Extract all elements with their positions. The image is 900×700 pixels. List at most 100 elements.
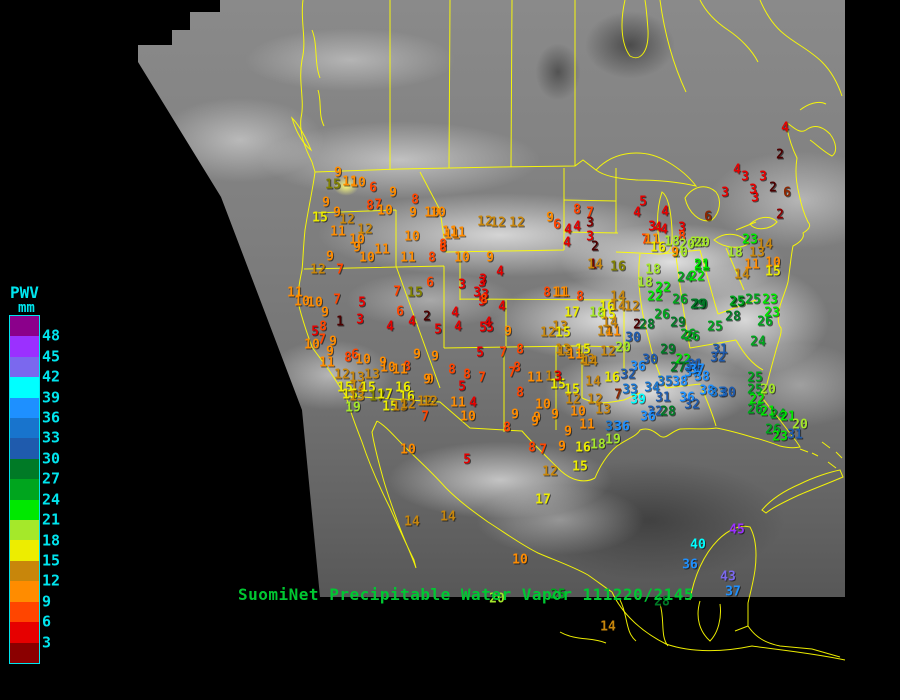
lake-erie xyxy=(713,233,750,248)
station-pwv-value: 4 xyxy=(496,264,504,280)
station-pwv-value: 18 xyxy=(590,437,606,453)
station-pwv-value: 10 xyxy=(430,205,446,221)
station-pwv-value: 34 xyxy=(644,380,660,396)
station-pwv-value: 25 xyxy=(745,292,761,308)
station-pwv-value: 20 xyxy=(615,340,631,356)
legend-title: PWV xyxy=(10,283,39,302)
station-pwv-value: 14 xyxy=(404,514,420,530)
station-pwv-value: 29 xyxy=(692,297,708,313)
station-pwv-value: 9 xyxy=(409,205,417,221)
station-pwv-value: 36 xyxy=(614,419,630,435)
station-pwv-value: 11 xyxy=(644,232,660,248)
legend-swatch xyxy=(10,397,39,419)
station-pwv-value: 19 xyxy=(345,400,361,416)
station-pwv-value: 6 xyxy=(369,180,377,196)
station-pwv-value: 28 xyxy=(654,594,670,610)
station-pwv-value: 32 xyxy=(710,350,726,366)
station-pwv-value: 9 xyxy=(564,424,572,440)
station-pwv-value: 15 xyxy=(342,387,358,403)
station-pwv-value: 20 xyxy=(694,235,710,251)
station-pwv-value: 11 xyxy=(374,242,390,258)
station-pwv-value: 28 xyxy=(725,309,741,325)
station-pwv-value: 19 xyxy=(605,432,621,448)
station-pwv-value: 17 xyxy=(369,389,385,405)
legend-tick-label: 30 xyxy=(42,449,61,468)
pacific-coast xyxy=(297,161,417,569)
caption: SuomiNet Precipitable Water Vapor 111220… xyxy=(238,585,694,604)
station-pwv-value: 15 xyxy=(575,342,591,358)
station-pwv-value: 9 xyxy=(333,205,341,221)
station-pwv-value: 25 xyxy=(747,370,763,386)
legend-swatch xyxy=(10,479,39,500)
station-pwv-value: 9 xyxy=(326,344,334,360)
station-pwv-value: 18 xyxy=(664,234,680,250)
station-pwv-value: 8 xyxy=(503,420,511,436)
station-pwv-value: 9 xyxy=(551,407,559,423)
station-pwv-value: 5 xyxy=(486,320,494,336)
station-pwv-value: 6 xyxy=(783,185,791,201)
station-pwv-value: 3 xyxy=(721,185,729,201)
station-pwv-value: 11 xyxy=(605,324,621,340)
station-pwv-value: 4 xyxy=(386,319,394,335)
station-pwv-value: 4 xyxy=(408,314,416,330)
vancouver-island xyxy=(290,116,313,152)
station-pwv-value: 10 xyxy=(359,250,375,266)
legend-swatch xyxy=(10,601,39,623)
legend-tick-label: 12 xyxy=(42,571,61,590)
station-pwv-value: 26 xyxy=(672,292,688,308)
station-pwv-value: 11 xyxy=(552,285,568,301)
station-pwv-value: 7 xyxy=(478,370,486,386)
legend-tick-label: 48 xyxy=(42,326,61,345)
station-pwv-value: 2 xyxy=(423,309,431,325)
station-pwv-value: 24 xyxy=(750,334,766,350)
station-pwv-value: 12 xyxy=(540,325,556,341)
station-pwv-value: 14 xyxy=(350,380,366,396)
station-pwv-value: 10 xyxy=(304,337,320,353)
station-pwv-value: 11 xyxy=(450,225,466,241)
station-pwv-value: 14 xyxy=(600,619,616,635)
station-pwv-value: 18 xyxy=(589,305,605,321)
station-pwv-value: 31 xyxy=(712,342,728,358)
station-pwv-value: 2 xyxy=(769,180,777,196)
station-pwv-value: 33 xyxy=(710,385,726,401)
station-pwv-value: 36 xyxy=(630,359,646,375)
station-pwv-value: 25 xyxy=(550,587,566,603)
legend-swatch xyxy=(10,499,39,521)
station-pwv-value: 11 xyxy=(554,285,570,301)
station-pwv-value: 7 xyxy=(374,197,382,213)
station-pwv-value: 8 xyxy=(576,289,584,305)
station-pwv-value: 12 xyxy=(600,344,616,360)
station-pwv-value: 3 xyxy=(586,229,594,245)
station-pwv-value: 26 xyxy=(747,402,763,418)
station-pwv-value: 26 xyxy=(757,314,773,330)
station-pwv-value: 14 xyxy=(610,299,626,315)
station-pwv-value: 8 xyxy=(439,240,447,256)
station-pwv-value: 24 xyxy=(770,407,786,423)
mexico-state-lines xyxy=(559,599,749,647)
station-pwv-value: 20 xyxy=(792,417,808,433)
station-pwv-value: 14 xyxy=(597,324,613,340)
station-pwv-value: 3 xyxy=(741,169,749,185)
maritimes xyxy=(785,101,837,157)
station-pwv-value: 13 xyxy=(552,319,568,335)
station-pwv-value: 4 xyxy=(484,315,492,331)
station-pwv-value: 22 xyxy=(647,289,663,305)
station-pwv-value: 11 xyxy=(450,395,466,411)
gulf-coast xyxy=(594,427,756,479)
station-pwv-value: 4 xyxy=(563,235,571,251)
station-pwv-value: 8 xyxy=(344,350,352,366)
station-pwv-value: 38 xyxy=(672,374,688,390)
station-pwv-value: 7 xyxy=(641,232,649,248)
station-pwv-value: 38 xyxy=(699,383,715,399)
station-pwv-value: 17 xyxy=(564,305,580,321)
station-pwv-value: 29 xyxy=(660,342,676,358)
station-pwv-value: 9 xyxy=(353,240,361,256)
station-pwv-value: 12 xyxy=(310,262,326,278)
station-pwv-value: 4 xyxy=(573,219,581,235)
legend-tick-label: 39 xyxy=(42,388,61,407)
station-pwv-value: 31 xyxy=(684,359,700,375)
station-pwv-value: 13 xyxy=(749,245,765,261)
legend-tick-label: 42 xyxy=(42,367,61,386)
station-pwv-value: 23 xyxy=(742,232,758,248)
station-pwv-value: 10 xyxy=(454,250,470,266)
